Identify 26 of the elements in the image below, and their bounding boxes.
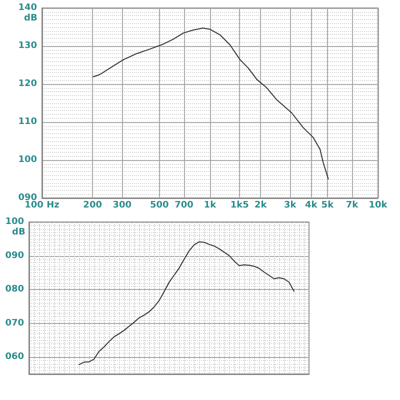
- x-tick-label: 5k: [321, 200, 335, 210]
- y-axis-title: dB: [24, 14, 38, 24]
- y-tick-label: 110: [18, 117, 37, 127]
- y-tick-label: 090: [5, 250, 24, 261]
- x-tick-label: 500: [150, 200, 169, 210]
- y-tick-label: 080: [5, 284, 24, 295]
- y-tick-label: 130: [18, 41, 37, 51]
- y-tick-label: 070: [5, 318, 24, 328]
- y-tick-label: 060: [5, 352, 24, 362]
- y-axis-title: dB: [12, 228, 26, 238]
- x-tick-label: 700: [174, 200, 194, 210]
- y-tick-label: 140: [18, 3, 37, 13]
- x-tick-label: 7k: [346, 200, 360, 210]
- x-tick-label: 3k: [284, 200, 298, 210]
- x-tick-label: 1k5: [230, 200, 249, 210]
- x-tick-label: 4k: [305, 200, 318, 210]
- x-tick-label: 100 Hz: [24, 200, 60, 210]
- x-tick-label: 300: [112, 200, 132, 210]
- line-series: [78, 241, 294, 366]
- y-tick-label: 120: [18, 79, 37, 89]
- y-tick-label: 100: [5, 217, 24, 227]
- x-tick-label: 200: [83, 200, 102, 210]
- x-tick-label: 2k: [254, 200, 268, 210]
- x-tick-label: 10k: [368, 200, 388, 210]
- x-tick-label: 1k: [204, 200, 218, 210]
- y-tick-label: 100: [18, 155, 37, 165]
